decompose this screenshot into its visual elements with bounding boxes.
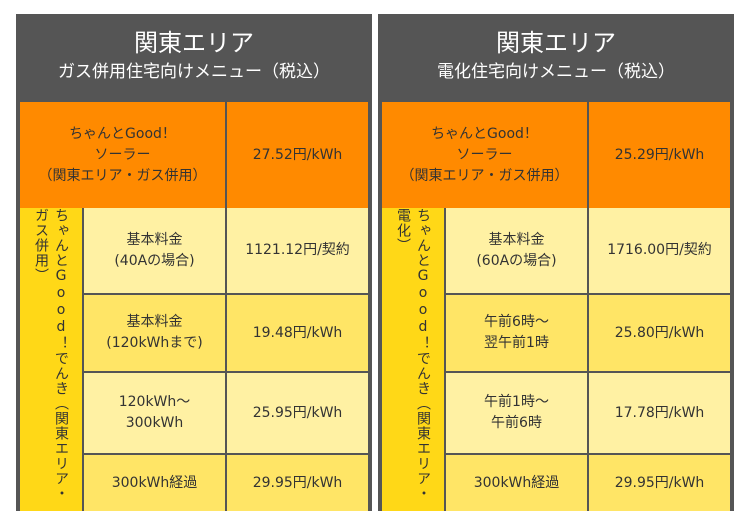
left-solar-divider [225,102,227,208]
left-row2-price: 19.48円/kWh [227,295,368,371]
right-row3-price: 17.78円/kWh [589,373,730,453]
left-row1-label: 基本料金 (40Aの場合) [84,208,225,293]
left-row4-price: 29.95円/kWh [227,455,368,511]
left-row2-label: 基本料金 (120kWhまで) [84,295,225,371]
left-row3-label: 120kWh～ 300kWh [84,373,225,453]
right-row1-label: 基本料金 (60Aの場合) [446,208,587,293]
right-price-panel: 関東エリア 電化住宅向けメニュー（税込） ちゃんとGood！ ソーラー （関東エ… [378,14,734,511]
right-row4-price-text: 29.95円/kWh [614,474,705,491]
right-row1-label1: 基本料金 [488,231,545,248]
right-row2-price: 25.80円/kWh [589,295,730,371]
left-row3-label2: 300kWh [125,415,184,431]
right-solar-line1: ちゃんとGood！ [431,125,538,142]
left-row2-label2: (120kWhまで) [106,335,203,351]
left-price-panel: 関東エリア ガス併用住宅向けメニュー（税込） ちゃんとGood！ ソーラー （関… [16,14,372,511]
left-column-separator [82,208,84,511]
left-plan-name: ちゃんとGood！でんき（関東エリア・ガス併用） [33,208,69,501]
left-row2-label1: 基本料金 [126,314,183,330]
left-solar-label: ちゃんとGood！ ソーラー （関東エリア・ガス併用） [20,102,225,208]
left-solar-line2: ソーラー [94,146,151,163]
right-row3-label: 午前1時～ 午前6時 [446,373,587,453]
right-row2-label2: 翌午前1時 [484,335,549,351]
left-solar-line3: （関東エリア・ガス併用） [38,167,207,184]
left-plan-name-column: ちゃんとGood！でんき（関東エリア・ガス併用） [20,208,82,511]
left-rows-divider [225,208,227,511]
right-subtitle: 電化住宅向けメニュー（税込） [437,62,675,82]
left-row3-label1: 120kWh～ [118,394,191,410]
right-row2-label1: 午前6時～ [484,314,549,330]
left-row4-label1: 300kWh経過 [111,474,198,491]
left-row4-price-text: 29.95円/kWh [252,474,343,491]
right-column-separator [444,208,446,511]
right-row3-price-text: 17.78円/kWh [614,404,705,421]
left-row1-price: 1121.12円/契約 [227,208,368,293]
right-row4-label: 300kWh経過 [446,455,587,511]
right-plan-name: ちゃんとGood！でんき（関東エリア・電化） [395,208,431,501]
left-row1-label1: 基本料金 [126,231,183,248]
right-row2-label: 午前6時～ 翌午前1時 [446,295,587,371]
right-header: 関東エリア 電化住宅向けメニュー（税込） [382,14,730,98]
left-solar-price: 27.52円/kWh [227,102,368,208]
left-row1-price-text: 1121.12円/契約 [245,242,350,258]
right-row2-price-text: 25.80円/kWh [614,324,705,341]
left-title: 関東エリア [134,29,254,57]
right-row3-label1: 午前1時～ [484,394,549,410]
right-solar-divider [587,102,589,208]
right-title: 関東エリア [496,29,616,57]
right-solar-line2: ソーラー [456,146,513,163]
left-row4-label: 300kWh経過 [84,455,225,511]
left-solar-price-text: 27.52円/kWh [252,146,343,163]
right-solar-label: ちゃんとGood！ ソーラー （関東エリア・ガス併用） [382,102,587,208]
right-solar-price: 25.29円/kWh [589,102,730,208]
left-row3-price-text: 25.95円/kWh [252,404,343,421]
right-row3-label2: 午前6時 [491,415,542,431]
right-row4-label1: 300kWh経過 [473,474,560,491]
left-row3-price: 25.95円/kWh [227,373,368,453]
right-row1-price-text: 1716.00円/契約 [607,242,712,258]
left-solar-line1: ちゃんとGood！ [69,125,176,142]
left-header: 関東エリア ガス併用住宅向けメニュー（税込） [20,14,368,98]
right-row1-label2: (60Aの場合) [476,252,557,269]
left-subtitle: ガス併用住宅向けメニュー（税込） [58,62,330,82]
left-row1-label2: (40Aの場合) [114,252,195,269]
right-rows-divider [587,208,589,511]
left-row2-price-text: 19.48円/kWh [252,324,343,341]
right-solar-line3: （関東エリア・ガス併用） [400,167,569,184]
right-row4-price: 29.95円/kWh [589,455,730,511]
right-row1-price: 1716.00円/契約 [589,208,730,293]
right-solar-price-text: 25.29円/kWh [614,146,705,163]
right-plan-name-column: ちゃんとGood！でんき（関東エリア・電化） [382,208,444,511]
